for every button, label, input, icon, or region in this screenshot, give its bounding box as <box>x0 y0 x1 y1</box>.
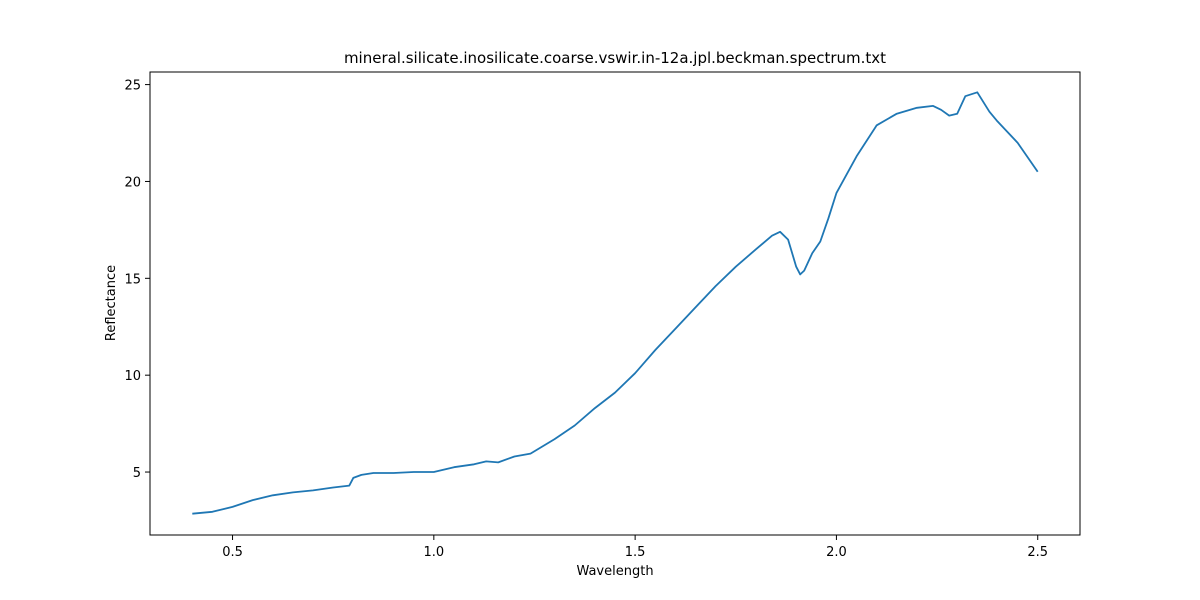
x-tick-label: 1.5 <box>625 545 646 560</box>
y-tick-label: 20 <box>124 175 141 190</box>
y-tick-label: 5 <box>133 466 141 481</box>
x-axis-label: Wavelength <box>576 564 653 579</box>
chart-title: mineral.silicate.inosilicate.coarse.vswi… <box>344 49 886 67</box>
data-series <box>192 91 1039 515</box>
x-tick-label: 1.0 <box>423 545 444 560</box>
y-axis-ticks: 5 10 15 20 25 <box>124 79 150 481</box>
series-line <box>192 91 1039 515</box>
axes-frame <box>149 71 1081 536</box>
x-tick-label: 0.5 <box>222 545 243 560</box>
plot-area: 0.5 1.0 1.5 2.0 2.5 5 10 15 20 25 <box>124 71 1081 560</box>
y-tick-label: 25 <box>124 79 141 94</box>
x-tick-label: 2.5 <box>1027 545 1048 560</box>
x-axis-ticks: 0.5 1.0 1.5 2.0 2.5 <box>222 535 1048 560</box>
x-tick-label: 2.0 <box>826 545 847 560</box>
y-axis-label: Reflectance <box>104 265 119 341</box>
y-tick-label: 10 <box>124 369 141 384</box>
y-tick-label: 15 <box>124 272 141 287</box>
